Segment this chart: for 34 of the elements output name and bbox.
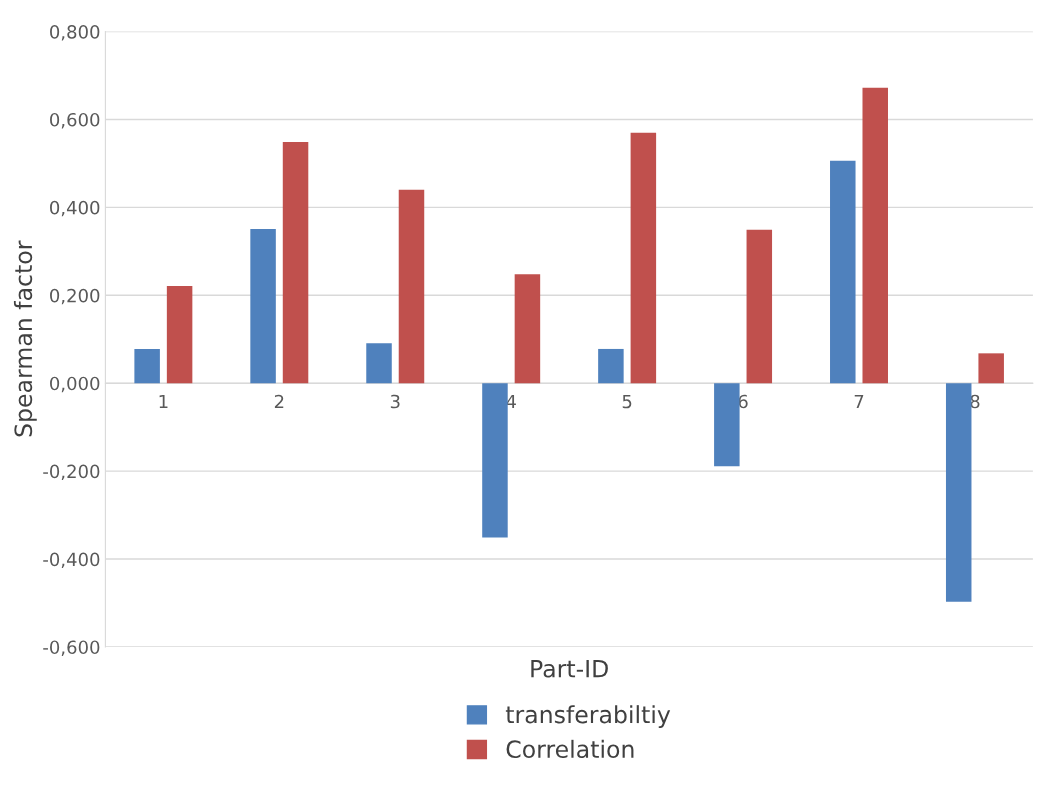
x-tick-label: 3: [390, 394, 400, 409]
y-tick-label: -0,400: [43, 552, 100, 569]
bar: [978, 353, 1004, 384]
bar: [366, 343, 392, 384]
x-axis-title: Part-ID: [531, 660, 608, 678]
bar: [830, 160, 856, 384]
bar: [746, 229, 773, 384]
bar: [282, 141, 309, 384]
legend-label: transferabiltiy: [505, 705, 671, 729]
y-tick-label: 0,400: [50, 200, 100, 217]
x-tick-label: 8: [970, 394, 980, 409]
y-tick-label: 0,200: [50, 288, 100, 305]
bar: [945, 383, 972, 602]
bar: [398, 189, 425, 384]
y-tick-label: -0,200: [43, 464, 100, 481]
bar: [250, 228, 276, 384]
bar: [862, 87, 888, 384]
bar: [630, 132, 657, 384]
legend-label: Correlation: [506, 739, 634, 759]
bar: [134, 348, 160, 384]
bar: [598, 348, 624, 384]
y-axis-title: Spearman factor: [13, 240, 37, 437]
x-tick-label: 1: [159, 394, 168, 409]
y-tick-label: 0,800: [50, 25, 100, 41]
bar: [166, 286, 193, 384]
bar: [514, 274, 541, 384]
y-tick-label: -0,600: [43, 640, 100, 656]
x-tick-label: 5: [622, 394, 632, 409]
x-tick-label: 7: [854, 394, 864, 409]
y-tick-label: 0,600: [50, 112, 100, 129]
bar: [714, 383, 740, 467]
x-tick-label: 2: [274, 394, 284, 409]
y-tick-label: 0,000: [50, 376, 100, 393]
bar: [482, 383, 508, 538]
